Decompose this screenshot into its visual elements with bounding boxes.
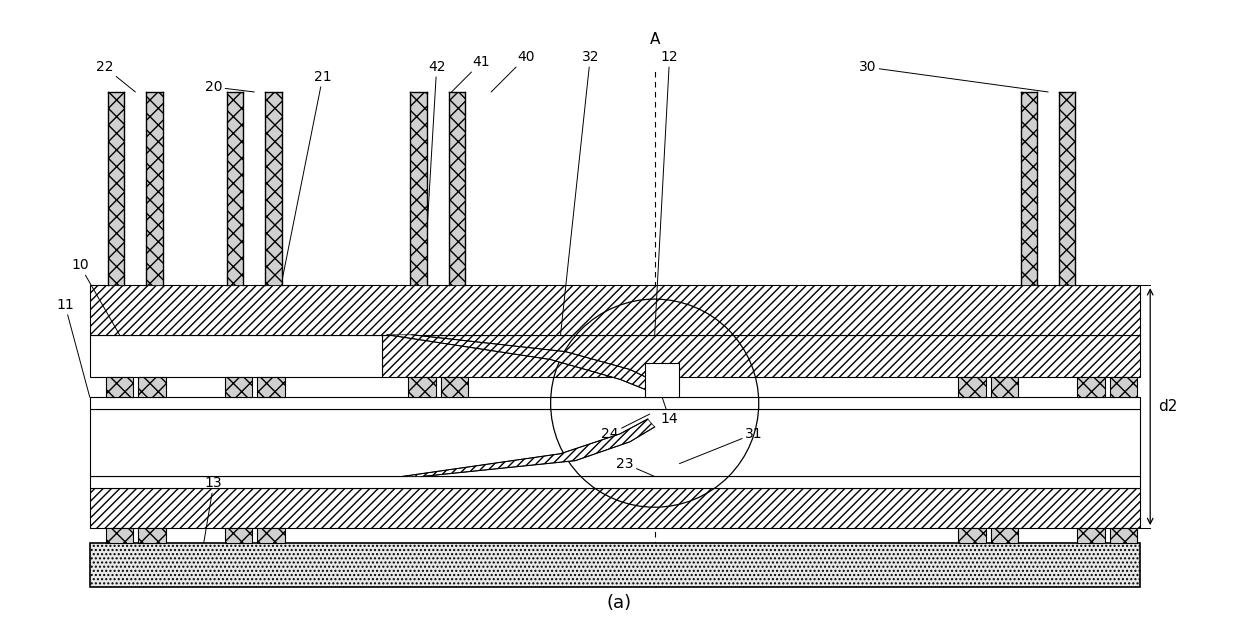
Bar: [441, 378, 468, 397]
Bar: [958, 378, 986, 397]
Bar: [1021, 92, 1037, 285]
Bar: [89, 335, 382, 378]
Text: 30: 30: [859, 60, 1048, 92]
Bar: [265, 92, 281, 285]
Bar: [1110, 528, 1137, 543]
Text: 20: 20: [204, 80, 254, 94]
Bar: [89, 477, 1140, 489]
Text: 21: 21: [281, 70, 332, 285]
Text: 42: 42: [424, 60, 445, 285]
Bar: [108, 92, 124, 285]
Text: 13: 13: [203, 476, 223, 543]
Text: (a): (a): [607, 594, 632, 613]
Bar: [89, 397, 1140, 409]
Bar: [105, 528, 134, 543]
Bar: [449, 92, 465, 285]
Text: 24: 24: [601, 414, 649, 441]
Text: 41: 41: [451, 55, 491, 92]
Bar: [139, 378, 166, 397]
Text: 14: 14: [654, 375, 679, 426]
Bar: [89, 285, 1140, 335]
Bar: [258, 528, 285, 543]
Bar: [408, 378, 436, 397]
Text: 22: 22: [95, 60, 135, 92]
Bar: [958, 528, 986, 543]
Bar: [105, 378, 134, 397]
Bar: [227, 92, 243, 285]
Bar: [224, 378, 253, 397]
Text: 12: 12: [654, 50, 679, 335]
Bar: [1110, 378, 1137, 397]
Text: 40: 40: [491, 50, 534, 92]
Bar: [991, 528, 1018, 543]
Text: 10: 10: [71, 259, 119, 335]
Bar: [139, 528, 166, 543]
Text: 31: 31: [679, 427, 762, 464]
Bar: [1077, 378, 1105, 397]
Text: d2: d2: [1158, 399, 1177, 414]
Text: 32: 32: [560, 50, 598, 335]
Text: A: A: [649, 32, 660, 47]
Bar: [89, 409, 1140, 477]
Bar: [644, 363, 679, 397]
Polygon shape: [387, 335, 654, 391]
Polygon shape: [401, 419, 654, 477]
Bar: [146, 92, 162, 285]
Bar: [89, 543, 1140, 588]
Text: 11: 11: [56, 298, 89, 397]
Bar: [89, 489, 1140, 528]
Bar: [224, 528, 253, 543]
Bar: [410, 92, 426, 285]
Bar: [258, 378, 285, 397]
Bar: [1077, 528, 1105, 543]
Bar: [991, 378, 1018, 397]
Bar: [1059, 92, 1075, 285]
Text: 23: 23: [616, 456, 654, 477]
Bar: [382, 335, 1140, 378]
